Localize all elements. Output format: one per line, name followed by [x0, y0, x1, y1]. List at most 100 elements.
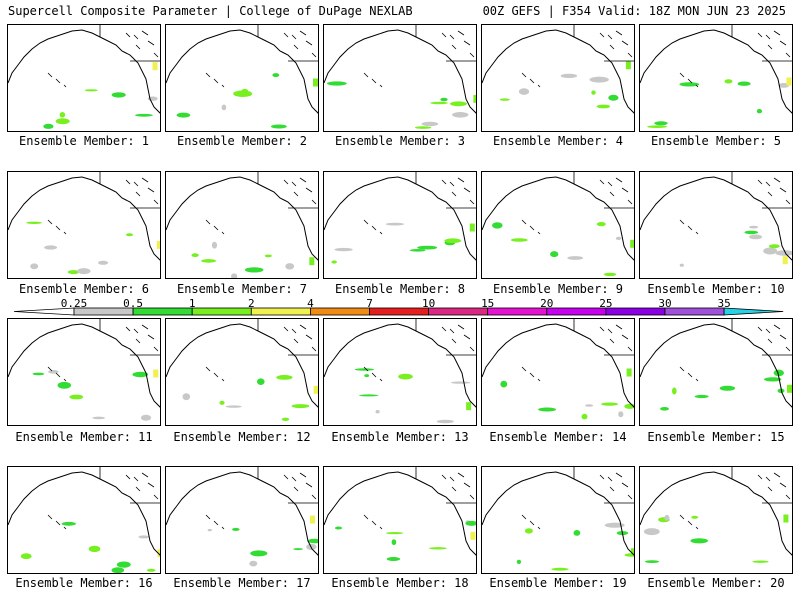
scp-contour-blob: [232, 527, 240, 531]
border-path: [573, 319, 634, 356]
ensemble-member-label: Ensemble Member: 11: [15, 430, 153, 444]
scp-contour-blob: [331, 260, 337, 264]
scp-contour-blob: [264, 254, 272, 258]
valid-time-label: 00Z GEFS | F354 Valid: 18Z MON JUN 23 20…: [482, 4, 786, 18]
scp-contour-blob: [417, 245, 438, 250]
scp-contour-blob: [466, 402, 472, 411]
border-path: [99, 172, 160, 209]
coastline-path: [324, 29, 476, 114]
scp-contour-blob: [153, 369, 159, 378]
hawaii-islands-path: [521, 366, 541, 382]
coastline-path: [640, 176, 792, 261]
scp-contour-blob: [69, 394, 84, 400]
hawaii-islands-path: [521, 514, 541, 530]
colorbar-segment: [428, 307, 489, 316]
ensemble-member-label: Ensemble Member: 15: [647, 430, 785, 444]
ensemble-member-label: Ensemble Member: 18: [331, 576, 469, 590]
colorbar-tick-label: 4: [307, 297, 314, 310]
scp-contour-blob: [690, 538, 708, 544]
coastline-path: [166, 176, 318, 261]
border-path: [573, 25, 634, 62]
pacific-basemap: [482, 25, 634, 114]
islands-path: [125, 324, 159, 352]
ensemble-map-panel: [323, 171, 477, 279]
scp-contour-blob: [20, 553, 32, 560]
scp-contour-blob: [276, 375, 293, 380]
islands-path: [283, 30, 317, 58]
ensemble-member-label: Ensemble Member: 9: [492, 282, 624, 296]
scp-contour-blob: [664, 514, 670, 521]
pacific-basemap: [324, 319, 476, 424]
scp-contour-blob: [257, 378, 265, 385]
scp-contour-blob: [763, 247, 778, 255]
pacific-basemap: [482, 172, 634, 277]
scp-contour-blob: [182, 393, 191, 401]
border-path: [257, 467, 318, 504]
hawaii-islands-path: [363, 72, 383, 88]
scp-contour-blob: [309, 257, 315, 266]
scp-contour-blob: [492, 222, 503, 229]
scp-contour-blob: [440, 97, 448, 102]
scp-contour-blob: [421, 121, 439, 127]
scp-contour-blob: [691, 515, 699, 519]
ensemble-map-panel: [323, 466, 477, 574]
scp-contour-blob: [225, 405, 242, 408]
scp-contour-blob: [391, 539, 397, 546]
scp-contour-blob: [724, 79, 733, 84]
scp-contour-blob: [364, 374, 370, 378]
pacific-basemap: [324, 25, 476, 129]
scp-contour-blob: [126, 233, 133, 237]
ensemble-map-panel: [639, 24, 793, 132]
ensemble-member-label: Ensemble Member: 3: [334, 134, 466, 148]
scp-contour-blob: [567, 256, 584, 260]
colorbar-tick-label: 1: [188, 297, 196, 310]
ensemble-member-label: Ensemble Member: 16: [15, 576, 153, 590]
scp-contour-blob: [409, 249, 426, 252]
scp-contour-blob: [775, 250, 792, 256]
scp-contour-blob: [354, 368, 374, 371]
scp-contour-blob: [291, 404, 310, 409]
islands-path: [599, 324, 633, 352]
scp-contour-blob: [152, 62, 158, 71]
scp-contour-blob: [61, 521, 76, 526]
color-scale-bar: [13, 307, 784, 316]
colorbar-segment: [309, 307, 370, 316]
scp-contour-blob: [244, 267, 264, 273]
ensemble-map-panel: [481, 318, 635, 426]
scp-contour-blob: [749, 234, 763, 240]
border-path: [731, 25, 792, 62]
ensemble-member-label: Ensemble Member: 4: [492, 134, 624, 148]
ensemble-map-panel: [481, 171, 635, 279]
pacific-basemap: [166, 25, 318, 129]
scp-contour-blob: [219, 400, 225, 405]
scp-contour-blob: [452, 112, 469, 118]
coastline-path: [640, 471, 792, 556]
ensemble-map-panel: [7, 24, 161, 132]
scp-contour-blob: [176, 112, 191, 118]
scp-contour-blob: [415, 126, 432, 129]
pacific-basemap: [166, 319, 318, 421]
colorbar-tick-label: 7: [366, 297, 373, 310]
scp-contour-blob: [604, 522, 625, 528]
islands-path: [441, 177, 475, 205]
scp-contour-blob: [654, 121, 668, 126]
scp-contour-blob: [499, 98, 510, 101]
scp-contour-blob: [679, 263, 684, 267]
scp-contour-blob: [719, 385, 736, 391]
islands-path: [441, 30, 475, 58]
coastline-path: [482, 471, 634, 556]
ensemble-map-panel: [639, 318, 793, 426]
ensemble-member-label: Ensemble Member: 2: [176, 134, 308, 148]
scp-contour-blob: [132, 371, 149, 378]
border-path: [573, 467, 634, 504]
scp-contour-blob: [518, 88, 530, 95]
coastline-path: [8, 471, 160, 556]
scp-contour-blob: [608, 94, 619, 101]
scp-contour-blob: [221, 104, 227, 111]
ensemble-member-label: Ensemble Member: 19: [489, 576, 627, 590]
scp-contour-blob: [436, 419, 454, 424]
scp-contour-blob: [787, 384, 792, 393]
colorbar-tick-label: 30: [658, 297, 672, 310]
scp-contour-blob: [135, 113, 153, 117]
ensemble-map-panel: [481, 466, 635, 574]
